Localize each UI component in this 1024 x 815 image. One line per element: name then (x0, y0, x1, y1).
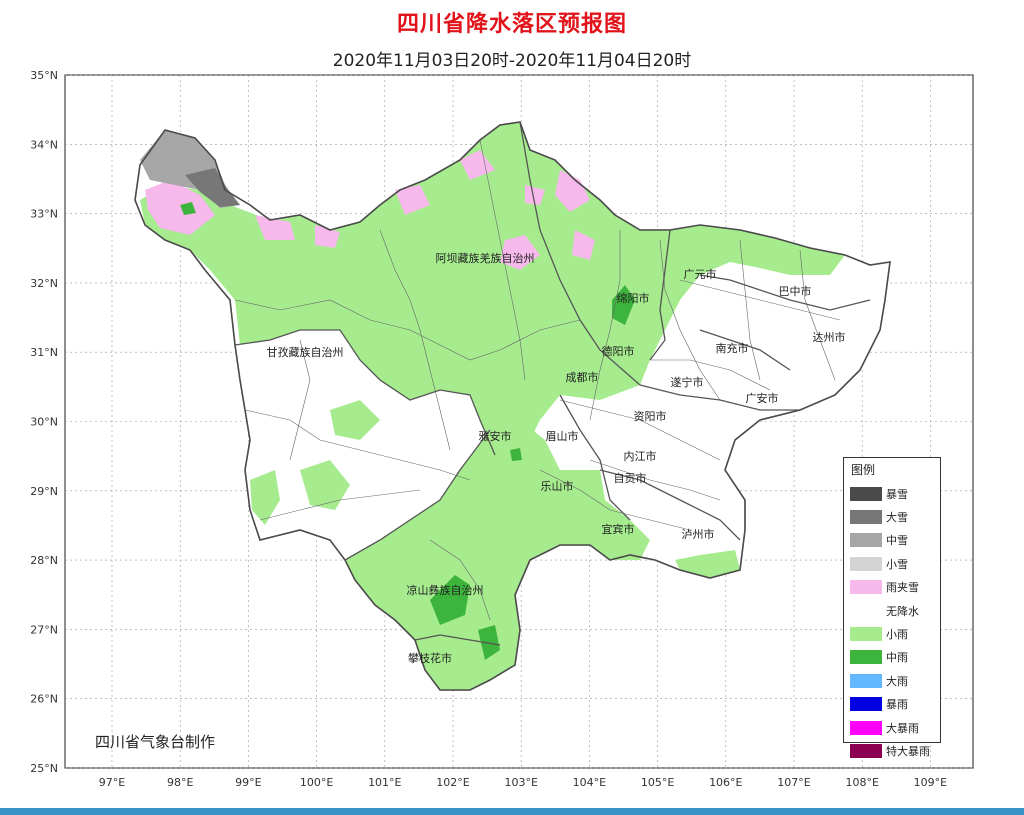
region-label: 德阳市 (602, 344, 635, 358)
region-label: 甘孜藏族自治州 (267, 345, 344, 359)
lat-tick-label: 32°N (30, 277, 58, 290)
moderate-rain-areas (180, 202, 635, 660)
lon-tick-label: 105°E (641, 776, 674, 789)
legend-label: 小雨 (886, 628, 908, 642)
lat-tick-label: 34°N (30, 138, 58, 151)
region-label: 巴中市 (779, 284, 812, 298)
legend-label: 小雪 (886, 557, 908, 571)
legend-item: 雨夹雪 (844, 576, 940, 599)
legend-swatch (850, 580, 882, 595)
region-label: 广元市 (684, 267, 717, 281)
lon-tick-label: 104°E (573, 776, 606, 789)
region-label: 绵阳市 (617, 291, 650, 305)
legend-label: 特大暴雨 (886, 744, 930, 758)
region-label: 阿坝藏族羌族自治州 (436, 251, 535, 265)
legend-label: 大雪 (886, 511, 908, 525)
bottom-strip (0, 808, 1024, 815)
region-label: 达州市 (813, 330, 846, 344)
lon-tick-label: 106°E (709, 776, 742, 789)
legend-item: 中雪 (844, 529, 940, 552)
lon-tick-label: 98°E (167, 776, 193, 789)
legend-label: 中雪 (886, 534, 908, 548)
region-label: 眉山市 (546, 429, 579, 443)
lon-tick-label: 108°E (845, 776, 878, 789)
legend-item: 大雪 (844, 505, 940, 528)
lat-tick-label: 28°N (30, 554, 58, 567)
legend-label: 大暴雨 (886, 721, 919, 735)
lat-tick-label: 27°N (30, 623, 58, 636)
legend-swatch (850, 627, 882, 642)
region-label: 乐山市 (541, 479, 574, 493)
map-legend: 图例 暴雪大雪中雪小雪雨夹雪无降水小雨中雨大雨暴雨大暴雨特大暴雨 (843, 457, 941, 758)
region-label: 泸州市 (682, 527, 715, 541)
legend-item: 无降水 (844, 599, 940, 622)
light-rain-areas (140, 122, 845, 690)
region-label: 宜宾市 (602, 522, 635, 536)
legend-item: 特大暴雨 (844, 739, 940, 762)
region-label: 攀枝花市 (408, 651, 452, 665)
legend-swatch (850, 720, 882, 735)
lat-tick-label: 29°N (30, 485, 58, 498)
legend-label: 大雨 (886, 674, 908, 688)
lon-tick-label: 99°E (235, 776, 261, 789)
lat-tick-label: 25°N (30, 762, 58, 775)
region-label: 雅安市 (479, 429, 512, 443)
lat-tick-label: 26°N (30, 693, 58, 706)
forecast-period: 2020年11月03日20时-2020年11月04日20时 (332, 51, 692, 71)
legend-item: 暴雪 (844, 482, 940, 505)
legend-label: 中雨 (886, 651, 908, 665)
legend-item: 小雪 (844, 552, 940, 575)
lat-tick-label: 35°N (30, 69, 58, 82)
legend-item: 暴雨 (844, 693, 940, 716)
map-title: 四川省降水落区预报图 (396, 12, 627, 37)
legend-label: 暴雪 (886, 487, 908, 501)
legend-item: 大暴雨 (844, 716, 940, 739)
legend-swatch (850, 486, 882, 501)
region-label: 凉山彝族自治州 (407, 583, 484, 597)
issuer-credit: 四川省气象台制作 (95, 733, 216, 751)
legend-title: 图例 (851, 463, 876, 477)
region-label: 遂宁市 (671, 375, 704, 389)
legend-label: 暴雨 (886, 698, 908, 712)
lon-tick-label: 109°E (914, 776, 947, 789)
legend-item: 小雨 (844, 622, 940, 645)
lon-tick-label: 101°E (368, 776, 401, 789)
lat-tick-label: 33°N (30, 208, 58, 221)
legend-swatch (850, 673, 882, 688)
heavy-snow-area (185, 168, 240, 207)
legend-label: 雨夹雪 (886, 581, 919, 595)
region-label: 成都市 (566, 370, 599, 384)
sleet-areas (145, 150, 595, 270)
legend-item: 中雨 (844, 646, 940, 669)
lon-tick-label: 100°E (300, 776, 333, 789)
lon-tick-label: 103°E (504, 776, 537, 789)
county-boundaries (234, 139, 841, 621)
region-label: 内江市 (624, 449, 657, 463)
region-label: 广安市 (746, 391, 779, 405)
region-label: 资阳市 (634, 409, 667, 423)
legend-swatch (850, 743, 882, 758)
legend-swatch (850, 510, 882, 525)
legend-swatch (850, 650, 882, 665)
region-label: 自贡市 (614, 471, 647, 485)
lat-tick-label: 31°N (30, 346, 58, 359)
legend-swatch (850, 533, 882, 548)
prefecture-boundaries (234, 121, 871, 646)
legend-swatch (850, 556, 882, 571)
axis-labels: 97°E 98°E 99°E 100°E 101°E 102°E 103°E 104°E 105… (30, 69, 947, 789)
lon-tick-label: 107°E (777, 776, 810, 789)
region-label: 南充市 (716, 341, 749, 355)
legend-item: 大雨 (844, 669, 940, 692)
lon-tick-label: 97°E (99, 776, 125, 789)
legend-label: 无降水 (886, 604, 919, 618)
legend-swatch (850, 697, 882, 712)
legend-swatch (850, 603, 882, 618)
lon-tick-label: 102°E (436, 776, 469, 789)
lat-tick-label: 30°N (30, 416, 58, 429)
